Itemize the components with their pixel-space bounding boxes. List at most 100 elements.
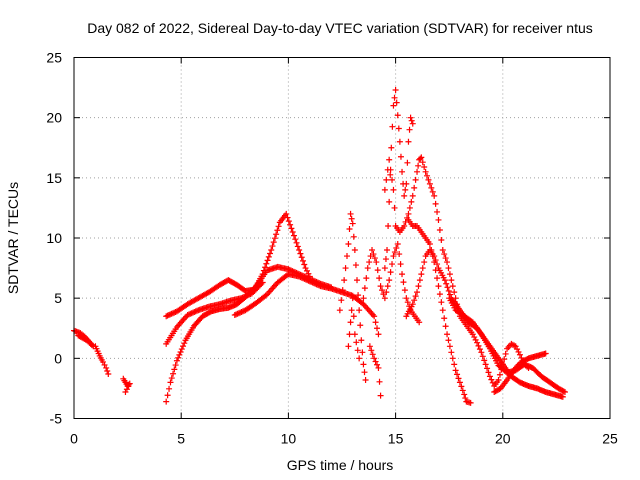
y-tick-label: 5	[54, 290, 62, 306]
data-point	[264, 257, 271, 264]
data-point	[274, 227, 281, 234]
data-point	[408, 117, 415, 124]
data-point	[122, 389, 129, 396]
data-point	[240, 293, 247, 300]
data-point	[175, 354, 182, 361]
data-point	[471, 334, 478, 341]
data-point	[289, 228, 296, 235]
data-point	[304, 277, 311, 284]
data-point	[377, 392, 384, 399]
data-point	[385, 222, 392, 229]
data-point	[267, 250, 274, 257]
data-point	[361, 369, 368, 376]
x-tick-label: 10	[281, 431, 297, 447]
data-point	[443, 280, 450, 287]
series-arc-a	[71, 327, 97, 350]
data-point	[181, 340, 188, 347]
data-point	[370, 251, 377, 258]
data-point	[488, 376, 495, 383]
data-point	[184, 312, 191, 319]
data-point	[408, 198, 415, 205]
data-point	[405, 210, 412, 217]
data-point	[429, 188, 436, 195]
data-point	[475, 342, 482, 349]
data-point	[256, 282, 263, 289]
data-point	[354, 277, 361, 284]
data-point	[303, 267, 310, 274]
data-point	[414, 168, 421, 175]
data-point	[374, 267, 381, 274]
x-tick-label: 15	[388, 431, 404, 447]
data-point	[393, 99, 400, 106]
grid	[74, 57, 610, 419]
data-point	[341, 277, 348, 284]
data-point	[397, 153, 404, 160]
data-point	[411, 297, 418, 304]
data-point	[375, 364, 382, 371]
data-point	[293, 239, 300, 246]
data-point	[485, 369, 492, 376]
data-point	[495, 376, 502, 383]
data-point	[255, 283, 262, 290]
data-point	[376, 275, 383, 282]
data-point	[426, 180, 433, 187]
data-point	[302, 276, 309, 283]
data-point	[361, 285, 368, 292]
data-point	[347, 210, 354, 217]
data-point	[349, 220, 356, 227]
data-point	[391, 204, 398, 211]
data-point	[355, 292, 362, 299]
data-point	[242, 293, 249, 300]
data-point	[394, 112, 401, 119]
data-point	[387, 171, 394, 178]
data-point	[405, 138, 412, 145]
data-point	[297, 274, 304, 281]
data-point	[344, 253, 351, 260]
data-point	[431, 192, 438, 199]
data-point	[481, 357, 488, 364]
data-point	[376, 378, 383, 385]
series-arc-h	[336, 210, 369, 383]
data-point	[441, 277, 448, 284]
data-point	[300, 275, 307, 282]
chart-title: Day 082 of 2022, Sidereal Day-to-day VTE…	[87, 20, 593, 36]
data-point	[283, 210, 290, 217]
data-point	[275, 223, 282, 230]
data-point	[416, 277, 423, 284]
data-point	[382, 256, 389, 263]
data-point	[435, 283, 442, 290]
data-point	[424, 172, 431, 179]
data-point	[445, 287, 452, 294]
series-arc-q	[491, 350, 549, 396]
data-point	[359, 349, 366, 356]
series-arc-i	[345, 295, 363, 362]
data-point	[391, 94, 398, 101]
data-point	[439, 307, 446, 314]
data-point	[262, 264, 269, 271]
data-point	[386, 156, 393, 163]
data-point	[479, 353, 486, 360]
data-point	[445, 337, 452, 344]
data-point	[233, 311, 240, 318]
data-point	[401, 192, 408, 199]
data-point	[409, 192, 416, 199]
data-point	[449, 355, 456, 362]
data-point	[560, 388, 567, 395]
data-point	[448, 349, 455, 356]
data-point	[314, 281, 321, 288]
data-point	[347, 319, 354, 326]
data-point	[436, 291, 443, 298]
data-point	[357, 322, 364, 329]
data-point	[397, 261, 404, 268]
data-point	[428, 184, 435, 191]
data-point	[369, 247, 376, 254]
data-point	[366, 259, 373, 266]
data-point	[269, 243, 276, 250]
data-point	[444, 259, 451, 266]
data-point	[459, 387, 466, 394]
data-point	[379, 287, 386, 294]
data-point	[417, 155, 424, 162]
data-point	[287, 221, 294, 228]
data-point	[514, 346, 521, 353]
data-point	[76, 333, 83, 340]
